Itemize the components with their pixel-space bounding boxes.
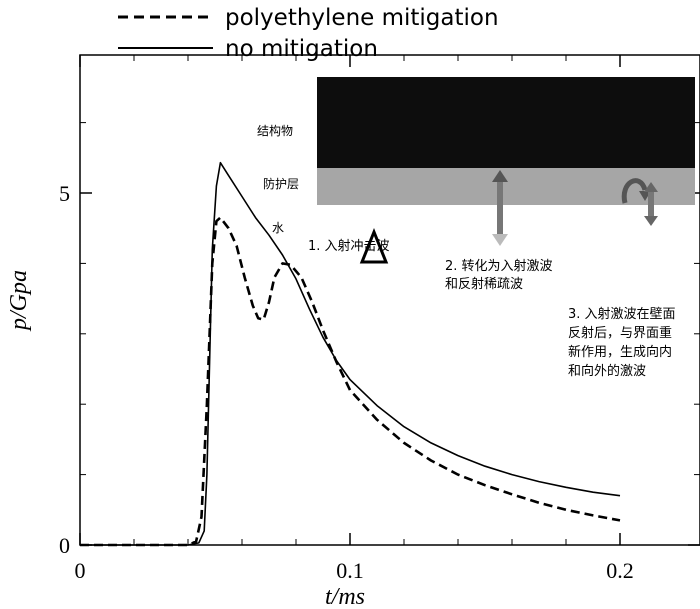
x-axis-label: t/ms bbox=[325, 584, 365, 609]
annotation-1: 1. 入射冲击波 bbox=[308, 238, 390, 254]
protective-layer-block bbox=[317, 168, 695, 205]
legend-label-polyethylene-mitigation: polyethylene mitigation bbox=[225, 5, 499, 31]
double-arrow-icon bbox=[492, 170, 508, 246]
annotation-2-line-1: 2. 转化为入射激波 bbox=[445, 258, 553, 274]
x-tick-label: 0 bbox=[75, 558, 86, 583]
annotation-1-line-1: 1. 入射冲击波 bbox=[308, 238, 390, 254]
x-tick-label: 0.1 bbox=[336, 558, 364, 583]
inset-schematic: 结构物 防护层 水 1. 入射冲击波 2. 转化为入射激波 和反射稀疏波 3 bbox=[257, 77, 695, 379]
y-axis-label: p/Gpa bbox=[6, 270, 32, 332]
plot-frame bbox=[79, 54, 700, 546]
series-layer bbox=[80, 161, 621, 547]
legend: polyethylene mitigation no mitigation bbox=[118, 5, 499, 62]
water-label: 水 bbox=[272, 221, 284, 235]
axis-ticks bbox=[79, 55, 700, 546]
annotation-3-line-1: 3. 入射激波在壁面 bbox=[568, 306, 676, 322]
incident-shock-triangle bbox=[359, 227, 389, 264]
series-line-polyethylene-mitigation bbox=[80, 216, 621, 547]
protective-layer-label: 防护层 bbox=[263, 176, 299, 191]
y-tick-label: 5 bbox=[59, 181, 70, 206]
y-tick-label: 0 bbox=[59, 533, 70, 558]
annotation-3-line-4: 和向外的激波 bbox=[568, 363, 646, 379]
axis-tick-labels: 0 0.1 0.2 0 5 bbox=[59, 181, 634, 583]
structure-label: 结构物 bbox=[257, 123, 293, 138]
legend-label-no-mitigation: no mitigation bbox=[225, 36, 378, 62]
annotation-2: 2. 转化为入射激波 和反射稀疏波 bbox=[445, 258, 557, 292]
reflection-arrow-icon bbox=[621, 178, 658, 226]
annotation-2-line-2: 和反射稀疏波 bbox=[445, 276, 523, 292]
x-tick-label: 0.2 bbox=[606, 558, 634, 583]
annotation-3-line-3: 新作用，生成向内 bbox=[568, 344, 672, 360]
annotation-3: 3. 入射激波在壁面 反射后，与界面重 新作用，生成向内 和向外的激波 bbox=[568, 306, 680, 379]
structure-block bbox=[317, 77, 695, 168]
series-line-no-mitigation bbox=[80, 161, 621, 546]
annotation-3-line-2: 反射后，与界面重 bbox=[568, 325, 672, 341]
